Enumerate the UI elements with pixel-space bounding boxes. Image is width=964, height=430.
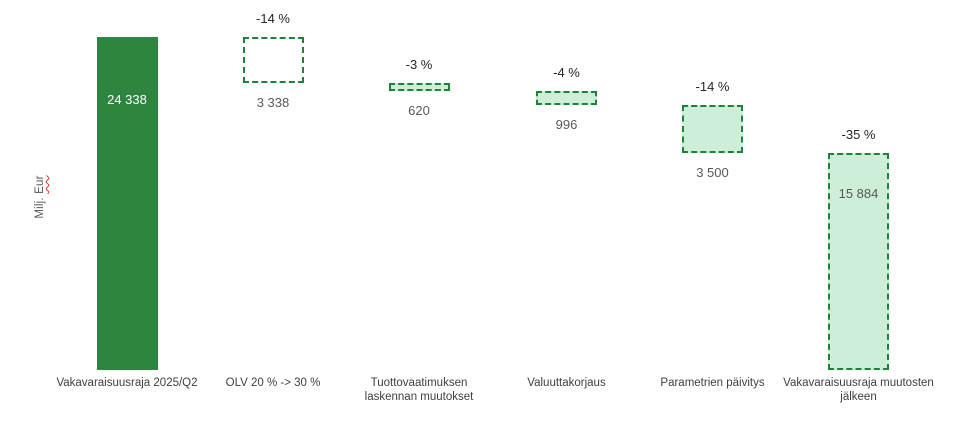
bar-value-label-4: 996 — [555, 116, 578, 132]
waterfall-bar-2 — [242, 37, 304, 83]
waterfall-bar-1 — [96, 37, 158, 370]
category-label-4: Valuuttakorjaus — [527, 377, 606, 389]
bar-value-label-5: 3 500 — [696, 164, 729, 180]
category-label-5: Parametrien päivitys — [660, 377, 765, 389]
bar-pct-label-6: -35 % — [841, 126, 876, 142]
y-axis-label-text: Milj. — [34, 193, 46, 219]
waterfall-bar-3 — [388, 82, 450, 92]
bar-value-label-3: 620 — [408, 103, 430, 119]
category-label-3: Tuottovaatimuksen laskennan muutokset — [364, 377, 474, 403]
bar-value-label-1: 24 338 — [107, 92, 147, 108]
bar-pct-label-4: -4 % — [553, 65, 580, 81]
category-label-2: OLV 20 % -> 30 % — [225, 377, 321, 389]
waterfall-bar-6 — [828, 152, 889, 370]
y-axis-label: Milj. Eur — [34, 147, 50, 247]
bar-value-label-6: 15 884 — [838, 185, 879, 201]
waterfall-bar-5 — [682, 104, 743, 153]
waterfall-bar-4 — [536, 91, 597, 105]
bar-value-label-2: 3 338 — [256, 94, 290, 110]
bar-pct-label-2: -14 % — [256, 11, 290, 26]
y-axis-label-flagged-word: Eur — [34, 175, 46, 194]
category-label-6: Vakavaraisuusraja muutosten jälkeen — [783, 377, 934, 403]
category-label-1: Vakavaraisuusraja 2025/Q2 — [56, 377, 198, 389]
bar-pct-label-5: -14 % — [695, 78, 730, 94]
bar-pct-label-3: -3 % — [405, 56, 433, 72]
